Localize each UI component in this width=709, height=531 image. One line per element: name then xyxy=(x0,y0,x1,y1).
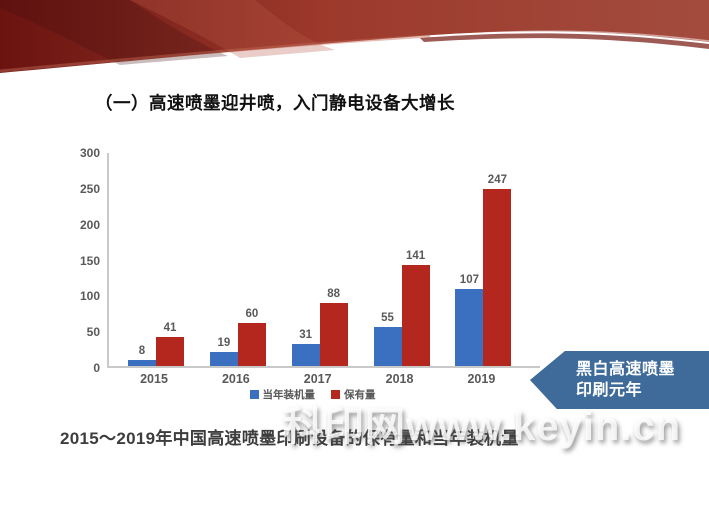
x-tick-label: 2017 xyxy=(303,372,332,386)
ribbon-light-streak xyxy=(130,0,335,58)
bar-value-label: 8 xyxy=(138,345,146,358)
y-axis-labels: 0 50 100 150 200 250 300 xyxy=(66,146,100,375)
y-tick-label: 100 xyxy=(79,289,100,304)
y-tick-label: 250 xyxy=(79,181,100,196)
bar-当年装机量-2018 xyxy=(373,326,402,366)
x-tick-label: 2019 xyxy=(467,372,496,386)
x-axis-labels: 2015 2016 2017 2018 2019 xyxy=(107,372,540,388)
bar-value-label: 60 xyxy=(245,308,259,320)
bar-保有量-2019 xyxy=(483,188,512,366)
ribbon-edge-highlight xyxy=(0,34,431,73)
slide-title: （一）高速喷墨迎井喷，入门静电设备大增长 xyxy=(95,93,455,113)
ribbon-main-shape xyxy=(0,0,709,73)
ribbon-dark-fold xyxy=(0,0,228,65)
legend-label: 当年装机量 xyxy=(262,389,316,401)
bar-保有量-2016 xyxy=(237,323,266,366)
bar-当年装机量-2019 xyxy=(455,289,484,366)
x-tick-label: 2016 xyxy=(221,372,250,386)
bar-保有量-2017 xyxy=(319,302,348,366)
legend-label: 保有量 xyxy=(344,389,376,401)
y-tick-label: 50 xyxy=(86,325,100,340)
bar-当年装机量-2015 xyxy=(128,360,156,366)
bar-value-label: 88 xyxy=(327,287,341,300)
bar-value-label: 41 xyxy=(163,321,177,334)
bar-当年装机量-2017 xyxy=(291,343,320,366)
bar-value-label: 55 xyxy=(381,311,394,324)
bar-当年装机量-2016 xyxy=(209,352,238,366)
callout-arrow: 黑白高速喷墨 印刷元年 xyxy=(530,351,709,409)
callout-line2: 印刷元年 xyxy=(576,382,643,399)
x-tick-label: 2018 xyxy=(385,372,414,386)
bar-保有量-2018 xyxy=(401,264,430,366)
y-tick-label: 0 xyxy=(93,361,100,375)
y-tick-label: 200 xyxy=(79,217,100,232)
legend-swatch-icon xyxy=(249,390,259,399)
chart-caption: 2015～2019年中国高速喷墨印刷设备的保有量和当年装机量 xyxy=(60,429,519,448)
bar-value-label: 107 xyxy=(459,274,479,287)
legend-item: 保有量 xyxy=(331,387,376,402)
legend-swatch-icon xyxy=(331,390,340,399)
legend-item: 当年装机量 xyxy=(249,387,316,402)
bar-value-label: 19 xyxy=(217,337,231,350)
bar-value-label: 31 xyxy=(299,328,313,341)
chart-legend: 当年装机量 保有量 xyxy=(85,387,540,402)
y-tick-label: 150 xyxy=(79,253,100,268)
plot-area: 8 41 19 60 31 88 55 141 107 247 xyxy=(107,153,540,368)
ribbon-right-shine xyxy=(429,30,709,42)
bar-value-label: 141 xyxy=(405,249,426,262)
bar-保有量-2015 xyxy=(156,336,184,366)
ribbon-right-tail xyxy=(420,33,709,49)
bar-value-label: 247 xyxy=(487,173,507,186)
header-ribbon xyxy=(0,0,709,73)
x-tick-label: 2015 xyxy=(140,372,168,386)
callout-line1: 黑白高速喷墨 xyxy=(576,360,676,378)
y-tick-label: 300 xyxy=(79,146,100,160)
